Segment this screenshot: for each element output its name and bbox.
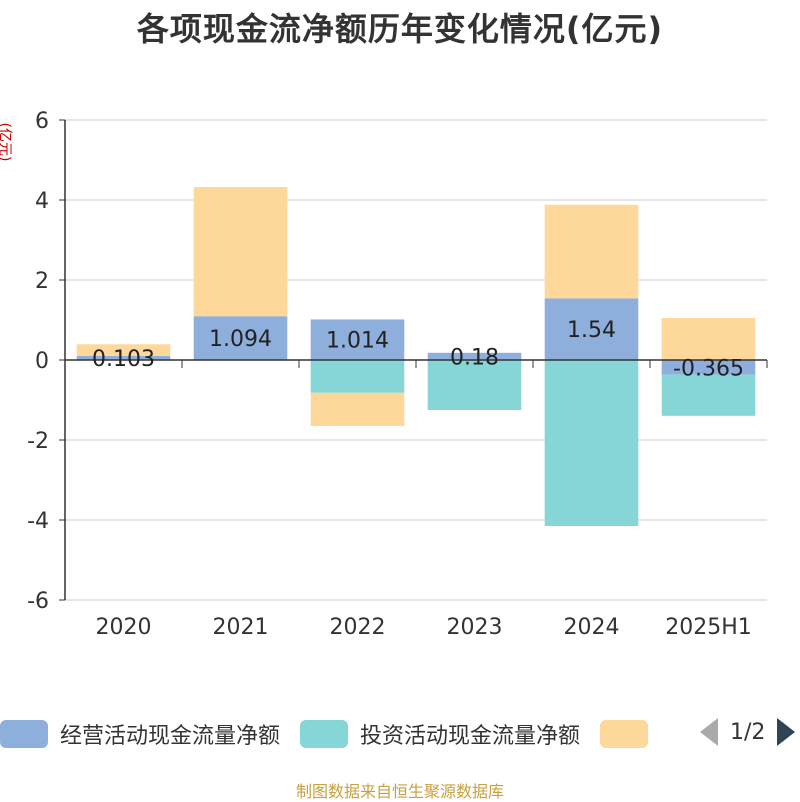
pager-page-text: 1/2 <box>730 719 766 745</box>
legend-swatch-operating <box>0 720 48 748</box>
data-label: 1.014 <box>326 329 389 354</box>
y-tick-label: 4 <box>35 189 49 214</box>
x-tick-label: 2025H1 <box>665 615 752 640</box>
pager-next-icon[interactable] <box>777 718 796 746</box>
bar-series-0[interactable] <box>661 360 756 375</box>
x-tick-label: 2020 <box>96 615 152 640</box>
bar-series-1[interactable] <box>661 374 756 416</box>
legend-item-third[interactable] <box>600 720 660 748</box>
legend-swatch-investing <box>300 720 349 748</box>
bar-series-2[interactable] <box>544 204 639 299</box>
y-tick-label: -2 <box>27 429 49 454</box>
y-tick-label: -4 <box>27 509 49 534</box>
bar-series-0[interactable] <box>427 352 522 360</box>
bar-series-2[interactable] <box>310 392 405 426</box>
data-label: -0.365 <box>673 356 744 381</box>
legend-item-operating[interactable]: 经营活动现金流量净额 <box>0 718 280 750</box>
bar-series-2[interactable] <box>661 318 756 360</box>
y-tick-label: 6 <box>35 109 49 134</box>
legend-item-investing[interactable]: 投资活动现金流量净额 <box>300 718 580 750</box>
legend-label-investing: 投资活动现金流量净额 <box>360 724 581 749</box>
y-tick-label: -6 <box>27 589 49 614</box>
y-tick-label: 2 <box>35 269 49 294</box>
bar-series-1[interactable] <box>310 360 405 393</box>
chart-title: 各项现金流净额历年变化情况(亿元) <box>136 10 664 48</box>
x-tick-label: 2022 <box>330 615 386 640</box>
x-tick-label: 2024 <box>564 615 620 640</box>
bar-series-0[interactable] <box>193 316 288 360</box>
pager-prev-icon[interactable] <box>700 718 718 746</box>
data-label: 1.094 <box>209 327 272 352</box>
bar-series-0[interactable] <box>544 298 639 360</box>
x-tick-label: 2021 <box>213 615 269 640</box>
bar-series-0[interactable] <box>310 319 405 360</box>
bar-series-1[interactable] <box>544 360 639 526</box>
y-tick-label: 0 <box>35 349 49 374</box>
data-label: 0.18 <box>450 345 499 370</box>
x-tick-label: 2023 <box>447 615 503 640</box>
bar-series-2[interactable] <box>193 187 288 317</box>
legend-label-operating: 经营活动现金流量净额 <box>60 724 281 749</box>
legend-swatch-third <box>600 720 649 748</box>
legend-pager: 1/2 <box>700 718 796 746</box>
source-note: 制图数据来自恒生聚源数据库 <box>295 782 504 801</box>
bar-series-1[interactable] <box>427 360 522 410</box>
legend: 经营活动现金流量净额 投资活动现金流量净额 <box>0 716 680 752</box>
bar-series-2[interactable] <box>76 344 171 356</box>
data-label: 1.54 <box>567 318 616 343</box>
data-label: 0.103 <box>92 347 155 372</box>
bar-series-0[interactable] <box>76 355 171 360</box>
